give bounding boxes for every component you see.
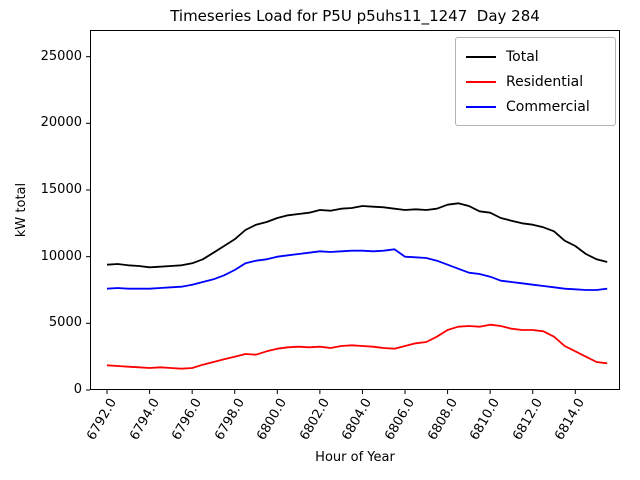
legend-entry-total: Total bbox=[466, 44, 605, 69]
x-tick-label: 6802.0 bbox=[297, 396, 333, 443]
commercial-line-sample bbox=[466, 105, 496, 108]
residential-line-sample bbox=[466, 80, 496, 83]
chart-title: Timeseries Load for P5U p5uhs11_1247 Day… bbox=[170, 7, 540, 25]
x-tick-label: 6810.0 bbox=[467, 396, 504, 443]
x-tick-label: 6798.0 bbox=[211, 396, 248, 443]
x-tick-label: 6806.0 bbox=[382, 396, 419, 443]
legend-label-residential: Residential bbox=[506, 73, 584, 90]
x-tick-label: 6800.0 bbox=[254, 396, 291, 443]
legend-entry-residential: Residential bbox=[466, 69, 605, 94]
x-tick-label: 6814.0 bbox=[552, 396, 589, 443]
legend-label-total: Total bbox=[506, 48, 539, 65]
series-line-total bbox=[106, 202, 608, 269]
x-tick-label: 6804.0 bbox=[339, 396, 376, 443]
total-line-sample bbox=[466, 55, 496, 58]
y-tick-label: 20000 bbox=[40, 115, 82, 131]
y-tick-label: 10000 bbox=[40, 248, 82, 264]
legend-entry-commercial: Commercial bbox=[466, 94, 605, 119]
legend: Total Residential Commercial bbox=[455, 37, 616, 126]
x-tick-label: 6796.0 bbox=[169, 396, 206, 443]
series-line-commercial bbox=[106, 248, 608, 291]
x-tick-label: 6792.0 bbox=[84, 396, 121, 443]
x-tick-label: 6812.0 bbox=[509, 396, 546, 443]
y-tick-label: 0 bbox=[73, 382, 82, 397]
y-tick-label: 15000 bbox=[40, 182, 82, 197]
x-axis-label: Hour of Year bbox=[315, 450, 395, 465]
legend-label-commercial: Commercial bbox=[506, 98, 590, 115]
y-tick-label: 25000 bbox=[40, 48, 82, 64]
y-tick-label: 5000 bbox=[48, 315, 82, 331]
x-tick-label: 6808.0 bbox=[424, 396, 461, 443]
x-tick-label: 6794.0 bbox=[126, 396, 163, 443]
series-line-residential bbox=[106, 323, 608, 370]
